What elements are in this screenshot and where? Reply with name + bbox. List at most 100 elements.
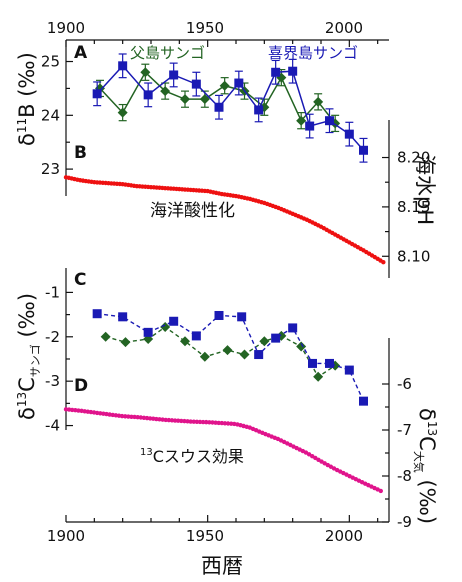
y-title-b: 海水pH xyxy=(413,154,437,225)
top-x-ticks xyxy=(65,40,379,47)
panel-d-d13c-point xyxy=(207,420,212,425)
y-title-d: δ13C大気 (‰) xyxy=(412,408,439,524)
y-tick-label: 8.15 xyxy=(397,198,430,216)
panel-c-series-line xyxy=(105,326,336,378)
panel-a-point-kikaijima xyxy=(359,145,368,155)
y-title-d-c: C xyxy=(415,436,439,451)
y-tick-label: -4 xyxy=(45,417,60,435)
annotation-suess-text: Cスウス効果 xyxy=(153,447,244,466)
y-tick-label: 24 xyxy=(41,106,60,124)
panel-c-point-chichijima xyxy=(239,349,250,360)
panel-c-point-chichijima xyxy=(160,322,171,333)
annotation-suess-sup: 13 xyxy=(140,447,153,458)
legend-kikaijima: 喜界島サンゴ xyxy=(268,44,358,62)
legend-chichijima: 父島サンゴ xyxy=(130,44,205,62)
panel-c-point-kikaijima xyxy=(118,312,128,322)
panel-a-point-chichijima xyxy=(117,107,128,118)
panel-c-series-line xyxy=(97,313,365,402)
y-title-c-sub: サンゴ xyxy=(28,344,42,377)
panel-a-point-kikaijima xyxy=(305,121,315,131)
panel-a-point-kikaijima xyxy=(169,70,179,80)
y-title-d-delta: δ xyxy=(415,408,439,421)
x-axis-title: 西暦 xyxy=(201,554,243,578)
annotation-ocean-acidification: 海洋酸性化 xyxy=(150,201,235,221)
panel-label-b: B xyxy=(74,143,87,163)
y-title-c-rest: (‰) xyxy=(15,293,39,344)
panel-d-d13c-point xyxy=(185,419,190,424)
panel-d-d13c-point xyxy=(225,421,231,426)
y-tick-label: -8 xyxy=(397,467,412,485)
panel-a-point-chichijima xyxy=(180,94,190,105)
panel-a-point-kikaijima xyxy=(143,90,153,100)
y-ticks: 23 24 25 8.10 8.15 8.20 -1 -2 -3 -4 -6 -7 -8 -9 xyxy=(41,53,431,531)
panel-d-d13c-point xyxy=(129,414,134,419)
y-title-d-rest: (‰) xyxy=(415,473,439,524)
bottom-x-tick-1900: 1900 xyxy=(47,527,85,545)
panel-d-d13c-point xyxy=(210,420,215,425)
panel-c-point-kikaijima xyxy=(271,333,281,343)
panel-c-point-kikaijima xyxy=(143,327,153,337)
panel-d-d13c-point xyxy=(172,418,178,423)
panel-d-d13c-point xyxy=(213,420,218,425)
panel-b-ph-point xyxy=(381,260,386,265)
panel-d-d13c-point xyxy=(228,421,234,426)
panel-c-point-kikaijima xyxy=(344,365,354,375)
panel-c-point-chichijima xyxy=(259,336,270,347)
panel-c-point-kikaijima xyxy=(325,358,334,368)
top-x-tick-1900: 1900 xyxy=(47,19,85,37)
panel-c-point-chichijima xyxy=(180,336,190,347)
top-x-tick-2000: 2000 xyxy=(325,19,363,37)
y-title-d-sub: 大気 xyxy=(412,451,426,473)
panel-d-d13c-point xyxy=(176,418,181,423)
panel-d-d13c-point xyxy=(204,419,209,425)
panel-label-a: A xyxy=(74,43,88,63)
panel-c-point-chichijima xyxy=(313,371,324,382)
y-title-a-delta: δ xyxy=(15,133,39,146)
panel-a-point-chichijima xyxy=(313,96,324,107)
bottom-x-tick-2000: 2000 xyxy=(325,527,363,545)
panel-c-point-chichijima xyxy=(199,351,210,362)
y-title-a-rest: B (‰) xyxy=(15,52,39,118)
y-tick-label: -6 xyxy=(397,375,412,393)
panel-c-point-kikaijima xyxy=(254,350,264,360)
panel-c-point-chichijima xyxy=(120,337,131,348)
panel-c-point-chichijima xyxy=(296,341,307,352)
panel-d-d13c-point xyxy=(126,414,131,419)
panel-d-d13c-point xyxy=(194,419,200,425)
panel-a-point-kikaijima xyxy=(254,105,264,115)
panel-d-d13c-point xyxy=(222,421,228,426)
panel-label-d: D xyxy=(74,376,88,396)
panel-a-point-chichijima xyxy=(199,94,210,105)
panel-d-d13c-point xyxy=(163,417,168,423)
panel-d-d13c-point xyxy=(200,419,206,425)
annotation-suess-effect: 13Cスウス効果 xyxy=(140,447,244,466)
y-tick-label: 8.20 xyxy=(397,149,430,167)
panel-a-point-kikaijima xyxy=(344,129,354,139)
panel-a-point-kikaijima xyxy=(191,79,201,89)
panel-c-point-kikaijima xyxy=(169,316,179,326)
panel-a-point-kikaijima xyxy=(118,61,128,71)
top-x-tick-1950: 1950 xyxy=(186,19,224,37)
y-tick-label: 25 xyxy=(41,53,60,71)
y-tick-label: 8.10 xyxy=(397,247,430,265)
panel-c-point-chichijima xyxy=(100,331,111,342)
y-tick-label: -9 xyxy=(397,513,412,531)
panel-d-d13c-point xyxy=(219,420,225,426)
bottom-x-tick-1950: 1950 xyxy=(186,527,224,545)
panel-a-point-kikaijima xyxy=(234,78,244,88)
chart-marks xyxy=(63,53,386,494)
y-title-a-sup: 11 xyxy=(15,118,29,133)
panel-d-d13c-point xyxy=(191,419,196,424)
panel-c-point-kikaijima xyxy=(359,396,368,406)
panel-c-point-kikaijima xyxy=(237,312,247,322)
panel-c-point-kikaijima xyxy=(191,331,201,341)
panel-a-point-chichijima xyxy=(160,86,171,97)
panel-d-d13c-point xyxy=(166,417,172,423)
y-title-c-delta: δ xyxy=(15,407,39,420)
panel-c-point-chichijima xyxy=(222,345,233,356)
panel-d-d13c-point xyxy=(378,488,383,494)
panel-d-d13c-point xyxy=(216,420,221,426)
panel-a-point-kikaijima xyxy=(271,67,281,77)
panel-c-point-kikaijima xyxy=(214,310,224,320)
